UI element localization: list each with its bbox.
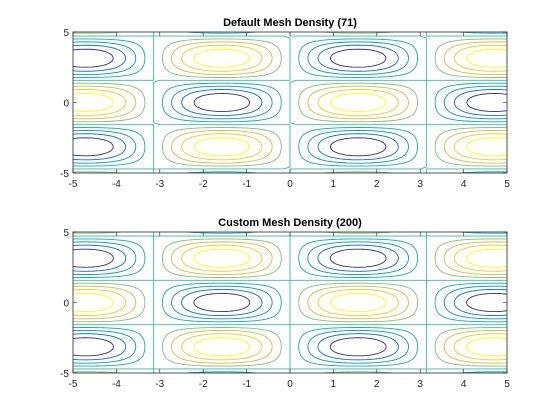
x-tick-label: 5 [504, 379, 510, 390]
contour-panel-1: -5 -4 -3 -2 -1 0 1 2 3 4 5 -5 0 5 Default Mesh Density… [60, 17, 510, 190]
x-tick-label: -5 [69, 379, 78, 390]
contour-level-0p6 [73, 44, 507, 161]
contour-lines [73, 232, 507, 373]
x-tick-label: 4 [461, 379, 467, 390]
contour-level-0p8 [73, 248, 507, 357]
contour-level-neg0p8 [73, 48, 507, 157]
x-tick-label: -2 [199, 379, 208, 390]
contour-level-0 [73, 32, 507, 173]
contour-lines [73, 32, 507, 173]
x-tick-label: 5 [504, 179, 510, 190]
x-tick-label: -4 [112, 179, 121, 190]
contour-level-0p4 [73, 241, 507, 364]
x-tick-label: 0 [287, 379, 293, 390]
x-tick-label: 2 [374, 379, 380, 390]
contour-level-0 [73, 232, 507, 373]
contour-level-0p2 [73, 32, 507, 173]
contour-level-0p6 [73, 244, 507, 361]
x-tick-label: -3 [155, 379, 164, 390]
x-tick-label: 3 [417, 379, 423, 390]
y-tick-label: 5 [63, 228, 69, 239]
contour-level-neg0p6 [73, 44, 507, 161]
x-tick-label: 1 [331, 379, 337, 390]
contour-level-0p8 [73, 48, 507, 157]
contour-level-0p4 [73, 41, 507, 164]
x-tick-label: 0 [287, 179, 293, 190]
chart-title: Custom Mesh Density (200) [218, 217, 362, 229]
y-tick-label: 5 [63, 28, 69, 39]
x-tick-label: 4 [461, 179, 467, 190]
y-tick-label: 0 [63, 99, 69, 110]
contour-panel-2: -5 -4 -3 -2 -1 0 1 2 3 4 5 -5 0 5 Custom Mesh Density … [60, 217, 510, 390]
x-tick-label: -3 [155, 179, 164, 190]
chart-title: Default Mesh Density (71) [223, 17, 357, 29]
x-tick-label: -2 [199, 179, 208, 190]
contour-level-neg0p4 [73, 41, 507, 164]
x-tick-label: 1 [331, 179, 337, 190]
x-tick-label: -5 [69, 179, 78, 190]
contour-level-0p2 [73, 232, 507, 373]
contour-level-neg0p6 [73, 244, 507, 361]
x-tick-label: 3 [417, 179, 423, 190]
y-tick-label: 0 [63, 299, 69, 310]
x-tick-label: -1 [242, 179, 251, 190]
y-tick-label: -5 [60, 369, 69, 380]
y-tick-label: -5 [60, 169, 69, 180]
x-tick-label: -4 [112, 379, 121, 390]
contour-level-neg0p8 [73, 248, 507, 357]
contour-level-neg0p4 [73, 241, 507, 364]
x-tick-label: 2 [374, 179, 380, 190]
x-tick-label: -1 [242, 379, 251, 390]
